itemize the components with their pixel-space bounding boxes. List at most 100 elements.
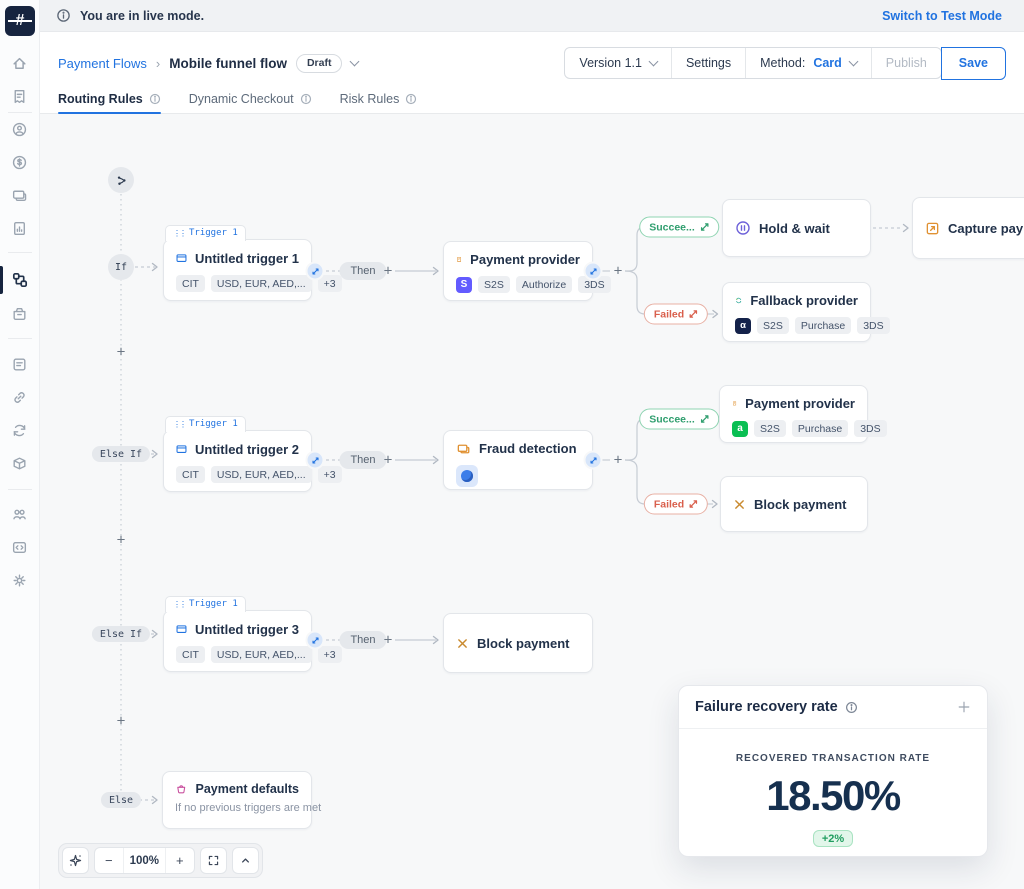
method-dropdown[interactable]: Method: Card bbox=[745, 48, 871, 78]
links-icon[interactable] bbox=[11, 388, 29, 406]
collapse-toolbar-button[interactable] bbox=[231, 847, 259, 874]
settings-label: Settings bbox=[685, 56, 732, 70]
trigger-node-3[interactable]: Untitled trigger 3 CIT USD, EUR, AED,...… bbox=[163, 610, 342, 672]
chip[interactable]: +3 bbox=[317, 646, 342, 663]
tab-label: Risk Rules bbox=[339, 91, 400, 106]
add-action-button[interactable]: + bbox=[383, 631, 393, 649]
node-title: Payment provider bbox=[745, 396, 855, 411]
collapse-toggle[interactable] bbox=[305, 261, 325, 281]
collapse-toggle[interactable] bbox=[583, 450, 603, 470]
payment-provider-node-2[interactable]: Payment provider a S2S Purchase 3DS bbox=[719, 385, 887, 443]
collapse-toggle[interactable] bbox=[305, 450, 325, 470]
node-title: Fallback provider bbox=[750, 293, 858, 308]
breadcrumb-section-link[interactable]: Payment Flows bbox=[58, 55, 147, 71]
action-button-group: Version 1.1 Settings Method: Card Publis… bbox=[564, 47, 942, 79]
else-if-marker[interactable]: Else If bbox=[91, 446, 151, 462]
branch-label: Succee... bbox=[649, 221, 695, 233]
trigger-tab[interactable]: ⋮⋮ Trigger 1 bbox=[165, 225, 246, 241]
breadcrumb: Payment Flows › Mobile funnel flow Draft bbox=[58, 53, 360, 73]
block-payment-node-1[interactable]: Block payment bbox=[720, 476, 868, 532]
integrations-icon[interactable] bbox=[11, 454, 29, 472]
block-payment-node-2[interactable]: Block payment bbox=[443, 613, 593, 673]
if-marker[interactable]: If bbox=[108, 254, 134, 280]
else-marker[interactable]: Else bbox=[100, 792, 142, 808]
node-title: Block payment bbox=[477, 635, 570, 651]
trigger-node-1[interactable]: Untitled trigger 1 CIT USD, EUR, AED,...… bbox=[163, 239, 342, 301]
developers-icon[interactable] bbox=[11, 538, 29, 556]
switch-test-mode-link[interactable]: Switch to Test Mode bbox=[882, 8, 1002, 23]
failure-recovery-widget: Failure recovery rate RECOVERED TRANSACT… bbox=[678, 685, 988, 857]
collapse-toggle[interactable] bbox=[305, 630, 325, 650]
capture-payment-node[interactable]: Capture payment bbox=[912, 197, 1024, 259]
home-icon[interactable] bbox=[11, 54, 29, 72]
orders-icon[interactable] bbox=[11, 304, 29, 322]
node-title: Payment defaults bbox=[195, 781, 299, 796]
add-branch-button[interactable]: + bbox=[613, 262, 623, 280]
workflows-icon[interactable] bbox=[11, 271, 29, 289]
reports-icon[interactable] bbox=[11, 219, 29, 237]
payment-provider-node-1[interactable]: Payment provider S S2S Authorize 3DS bbox=[443, 241, 611, 301]
team-icon[interactable] bbox=[11, 505, 29, 523]
fraud-detection-node[interactable]: Fraud detection bbox=[443, 430, 593, 490]
tab-risk-rules[interactable]: Risk Rules bbox=[340, 92, 418, 114]
payments-icon[interactable] bbox=[11, 153, 29, 171]
collapse-toggle[interactable] bbox=[583, 261, 603, 281]
branch-succeeded[interactable]: Succee... bbox=[639, 216, 719, 238]
chip: USD, EUR, AED,... bbox=[210, 466, 312, 483]
add-rule-button[interactable]: + bbox=[116, 712, 126, 730]
chip: CIT bbox=[176, 646, 205, 663]
branch-succeeded[interactable]: Succee... bbox=[639, 408, 719, 430]
customers-icon[interactable] bbox=[11, 120, 29, 138]
info-icon[interactable] bbox=[845, 701, 858, 714]
trigger-node-2[interactable]: Untitled trigger 2 CIT USD, EUR, AED,...… bbox=[163, 430, 342, 492]
fit-view-button[interactable] bbox=[199, 847, 227, 874]
add-rule-button[interactable]: + bbox=[116, 343, 126, 361]
zoom-out-button[interactable]: − bbox=[105, 853, 113, 868]
flow-start-node[interactable] bbox=[108, 167, 134, 193]
cards-icon[interactable] bbox=[11, 186, 29, 204]
payment-defaults-node[interactable]: Payment defaults If no previous triggers… bbox=[162, 771, 321, 829]
add-rule-button[interactable]: + bbox=[116, 531, 126, 549]
save-button[interactable]: Save bbox=[940, 46, 1006, 80]
hold-wait-node[interactable]: Hold & wait bbox=[722, 199, 871, 257]
chip: S2S bbox=[754, 420, 786, 437]
branch-arrows-icon bbox=[700, 223, 709, 231]
trigger-tab[interactable]: ⋮⋮ Trigger 1 bbox=[165, 596, 246, 612]
trigger-tab[interactable]: ⋮⋮ Trigger 1 bbox=[165, 416, 246, 432]
tab-dynamic-checkout[interactable]: Dynamic Checkout bbox=[189, 92, 312, 114]
logo-strike bbox=[8, 20, 32, 22]
settings-button[interactable]: Settings bbox=[670, 48, 745, 78]
version-dropdown[interactable]: Version 1.1 bbox=[565, 48, 671, 78]
billing-icon[interactable] bbox=[11, 87, 29, 105]
page-header: Payment Flows › Mobile funnel flow Draft… bbox=[40, 32, 1024, 94]
zoom-level[interactable]: 100% bbox=[122, 848, 167, 873]
add-branch-button[interactable]: + bbox=[613, 451, 623, 469]
webhooks-icon[interactable] bbox=[11, 421, 29, 439]
else-if-marker[interactable]: Else If bbox=[91, 626, 151, 642]
add-action-button[interactable]: + bbox=[383, 262, 393, 280]
then-marker[interactable]: Then bbox=[339, 451, 387, 469]
widget-move-icon[interactable] bbox=[957, 700, 971, 714]
flow-canvas[interactable]: If + Else If + Else If + Else ⋮⋮ Trigger… bbox=[40, 114, 1024, 889]
chip[interactable]: +3 bbox=[317, 275, 342, 292]
app-logo[interactable]: # bbox=[5, 6, 35, 36]
add-action-button[interactable]: + bbox=[383, 451, 393, 469]
chevron-down-icon[interactable] bbox=[350, 56, 360, 66]
branch-failed[interactable]: Failed bbox=[643, 303, 709, 325]
zoom-in-button[interactable]: + bbox=[176, 853, 184, 868]
info-icon bbox=[300, 93, 312, 105]
settings-icon[interactable] bbox=[11, 571, 29, 589]
publish-button[interactable]: Publish bbox=[870, 48, 941, 78]
drag-handle-icon: ⋮⋮ bbox=[173, 419, 187, 429]
branch-failed[interactable]: Failed bbox=[643, 493, 709, 515]
then-marker[interactable]: Then bbox=[339, 262, 387, 280]
fit-screen-icon bbox=[208, 855, 218, 866]
fraud-icon bbox=[457, 444, 470, 454]
fallback-icon bbox=[736, 297, 742, 304]
chip[interactable]: +3 bbox=[317, 466, 342, 483]
auto-layout-button[interactable] bbox=[62, 847, 89, 874]
tab-routing-rules[interactable]: Routing Rules bbox=[58, 92, 161, 114]
notes-icon[interactable] bbox=[11, 355, 29, 373]
fallback-provider-node[interactable]: Fallback provider α S2S Purchase 3DS bbox=[722, 282, 890, 342]
then-marker[interactable]: Then bbox=[339, 631, 387, 649]
